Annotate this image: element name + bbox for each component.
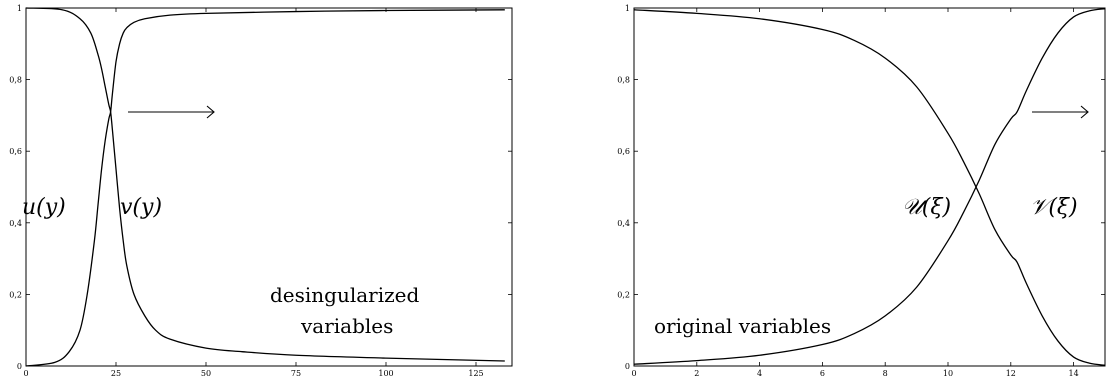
- right-ytick-label: 0,4: [617, 219, 630, 228]
- right-ytick-label: 0,8: [617, 76, 630, 85]
- left-annotation-line2: variables: [300, 314, 393, 338]
- left-xtick-label: 0: [23, 369, 28, 378]
- left-ticks: 0 25 50 75 100 125 0 0,2 0,4 0,6 0,8 1: [9, 4, 512, 378]
- right-u-label: 𝒰(ξ): [902, 195, 951, 220]
- right-v-label: 𝒱(ξ): [1030, 195, 1078, 220]
- left-xtick-label: 100: [378, 369, 393, 378]
- right-annotation: original variables: [654, 314, 831, 338]
- left-chart: 0 25 50 75 100 125 0 0,2 0,4 0,6 0,8 1 u(y) v(y) de…: [9, 4, 513, 378]
- left-xtick-label: 125: [468, 369, 483, 378]
- right-arrow: [1032, 105, 1089, 119]
- left-xtick-label: 25: [111, 369, 121, 378]
- left-series-line-1: [25, 7, 505, 362]
- right-xtick-label: 10: [943, 369, 953, 378]
- left-curves: [25, 7, 505, 367]
- right-xtick-label: 12: [1006, 369, 1016, 378]
- right-series-line-2: [633, 9, 1106, 366]
- right-xtick-label: 2: [694, 369, 699, 378]
- left-axis-frame: [25, 7, 513, 367]
- right-xtick-label: 6: [820, 369, 825, 378]
- right-xtick-label: 4: [757, 369, 762, 378]
- left-ytick-label: 0,8: [9, 76, 22, 85]
- left-xtick-label: 50: [201, 369, 211, 378]
- right-series-line-1: [633, 8, 1106, 365]
- right-chart: 0 2 4 6 8 10 12 14 0 0,2 0,4 0,6 0,8 1 𝒰(ξ) 𝒱(ξ) orig…: [617, 4, 1106, 378]
- left-series-line-2: [25, 9, 505, 367]
- left-ytick-label: 1: [17, 4, 22, 13]
- left-ytick-label: 0: [17, 362, 22, 371]
- left-u-label: u(y): [22, 195, 66, 220]
- left-ytick-label: 0,2: [9, 290, 22, 299]
- left-arrow: [128, 105, 215, 119]
- right-ytick-label: 1: [625, 4, 630, 13]
- left-xtick-label: 75: [291, 369, 301, 378]
- left-ytick-label: 0,6: [9, 147, 22, 156]
- right-xtick-label: 8: [883, 369, 888, 378]
- right-ytick-label: 0,6: [617, 147, 630, 156]
- right-xtick-label: 0: [631, 369, 636, 378]
- right-xtick-label: 14: [1069, 369, 1079, 378]
- right-ytick-label: 0: [625, 362, 630, 371]
- right-curves: [633, 8, 1106, 366]
- right-ticks: 0 2 4 6 8 10 12 14 0 0,2 0,4 0,6 0,8 1: [617, 4, 1105, 378]
- left-ytick-label: 0,4: [9, 219, 22, 228]
- left-v-label: v(y): [120, 195, 162, 220]
- right-axis-frame: [633, 7, 1106, 367]
- left-annotation-line1: desingularized: [270, 283, 420, 307]
- right-ytick-label: 0,2: [617, 290, 630, 299]
